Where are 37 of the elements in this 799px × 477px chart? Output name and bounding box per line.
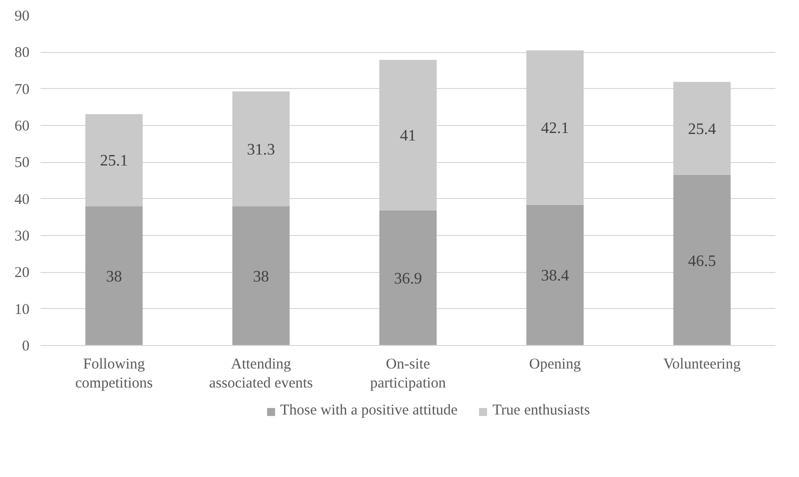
bar: [85, 206, 143, 346]
y-tick-label: 90: [14, 8, 30, 24]
x-tick-label: Following competitions: [75, 356, 153, 392]
data-label: 25.4: [688, 120, 716, 138]
data-label: 41: [400, 128, 416, 145]
bar: [673, 82, 731, 175]
data-label: 36.9: [394, 270, 422, 288]
x-tick-label: Opening: [529, 356, 582, 372]
bar: [673, 175, 731, 346]
data-label: 38.4: [541, 268, 569, 285]
y-tick-label: 30: [14, 228, 30, 244]
y-tick-label: 70: [14, 82, 30, 98]
data-label: 38: [253, 268, 269, 286]
bar: [379, 60, 437, 210]
bar: [526, 50, 584, 205]
x-tick-label: Attending associated events: [209, 356, 314, 392]
y-tick-label: 0: [22, 338, 30, 354]
data-label: 25.1: [100, 152, 128, 170]
y-tick-label: 20: [14, 265, 30, 282]
y-tick-label: 50: [14, 155, 30, 172]
data-label: 46.5: [688, 252, 716, 270]
x-tick-label: On-site participation: [370, 356, 446, 392]
legend-label: True enthusiasts: [492, 402, 590, 420]
legend-label: Those with a positive attitude: [280, 402, 458, 420]
bar: [85, 114, 143, 206]
data-label: 38: [106, 268, 122, 286]
y-tick-label: 40: [14, 192, 30, 208]
bar: [526, 204, 584, 346]
y-tick-label: 80: [14, 45, 30, 62]
data-label: 31.3: [247, 141, 275, 158]
x-tick-label: Volunteering: [663, 356, 742, 372]
y-tick-label: 60: [14, 118, 30, 134]
y-tick-label: 10: [14, 302, 30, 318]
bar: [232, 91, 290, 206]
bar: [232, 206, 290, 346]
bar: [379, 210, 437, 346]
data-label: 42.1: [541, 120, 569, 138]
